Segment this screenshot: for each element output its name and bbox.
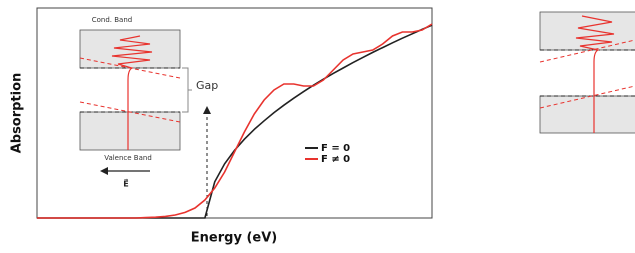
valence-band-2 xyxy=(540,96,635,133)
y-axis-label: Absorption xyxy=(10,73,25,154)
legend-label: F = 0 xyxy=(321,143,350,154)
valence-band xyxy=(80,112,180,150)
gap-label: Gap xyxy=(196,79,218,92)
x-axis-label: Energy (eV) xyxy=(191,231,277,246)
legend-label: F ≠ 0 xyxy=(321,154,350,165)
cropped-inset xyxy=(540,12,635,133)
inset-top-label: Cond. Band xyxy=(92,16,132,24)
inset-bottom-label: Valence Band xyxy=(104,154,152,162)
field-label: E⃗ xyxy=(123,178,128,188)
figure: Cond. Band Valence Band Gap E⃗ Energy (e… xyxy=(0,0,635,253)
